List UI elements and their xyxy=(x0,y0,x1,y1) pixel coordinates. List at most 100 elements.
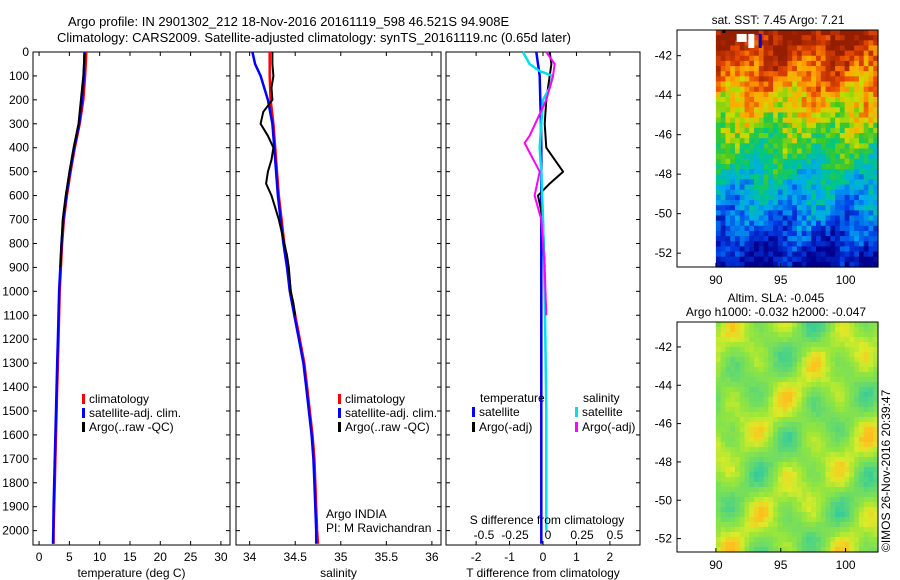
sst_map-cell xyxy=(782,179,789,186)
sla_map-cell xyxy=(806,547,812,553)
sst_map-cell xyxy=(763,215,769,222)
sla_map-cell xyxy=(758,467,765,473)
sst_map-cell xyxy=(835,241,841,247)
sst_map-cell xyxy=(768,174,774,181)
sla_map-cell xyxy=(730,492,736,498)
sla_map-ytick-label: -52 xyxy=(655,532,673,546)
sla_map-cell xyxy=(777,442,784,448)
sla_map-cell xyxy=(835,512,841,518)
sla_map-cell xyxy=(758,432,765,438)
sla_map-cell xyxy=(730,382,736,388)
sla_map-cell xyxy=(730,507,736,513)
sla_map-cell xyxy=(734,547,741,553)
sst_map-cell xyxy=(725,50,731,57)
sla_map-cell xyxy=(773,482,779,488)
sla_map-cell xyxy=(801,382,808,388)
sst_map-cell xyxy=(758,210,765,217)
sla_map-cell xyxy=(873,457,879,463)
sla_map-cell xyxy=(720,347,727,353)
sla_map-cell xyxy=(820,477,827,483)
sst_map-cell xyxy=(796,163,803,170)
sst_map-cell xyxy=(739,169,746,175)
sst_map-cell xyxy=(763,133,769,139)
sst_map-cell xyxy=(730,236,736,242)
sst_map-cell xyxy=(873,256,879,263)
sst_map-cell xyxy=(811,40,817,47)
sla_map-cell xyxy=(811,492,817,498)
sla_map-cell xyxy=(844,502,850,508)
sla_map-cell xyxy=(763,392,769,398)
sla_map-cell xyxy=(758,497,765,503)
sla_map-cell xyxy=(816,342,822,348)
sla_map-cell xyxy=(758,412,765,418)
sla_map-cell xyxy=(734,522,741,528)
sla_map-cell xyxy=(801,347,808,353)
sst_map-cell xyxy=(830,210,836,217)
sst_map-cell xyxy=(835,55,841,62)
sla_map-cell xyxy=(868,342,874,348)
sst_map-cell xyxy=(782,194,789,201)
sst_map-cell xyxy=(749,200,755,206)
sst_map-cell xyxy=(773,122,779,129)
sla_map-cell xyxy=(739,422,746,428)
sst_map-cell xyxy=(796,60,803,67)
sla_map-cell xyxy=(801,417,808,423)
sla_map-cell xyxy=(830,522,836,528)
sst_map-cell xyxy=(725,91,731,98)
sst_map-ytick-label: -50 xyxy=(655,207,673,221)
sst_map-cell xyxy=(854,241,860,247)
sla_map-cell xyxy=(763,427,769,433)
sla_map-cell xyxy=(816,437,822,443)
temperature-xtick-label: 0 xyxy=(36,550,43,564)
sst_map-cell xyxy=(806,256,812,263)
sst_map-cell xyxy=(744,71,750,77)
sst_map-cell xyxy=(787,256,793,263)
sst_map-cell xyxy=(858,256,865,263)
sst_map-cell xyxy=(796,174,803,181)
sst_map-cell xyxy=(825,143,831,150)
sla_map-cell xyxy=(830,457,836,463)
sla_map-cell xyxy=(825,507,831,513)
sst_map-cell xyxy=(830,102,836,108)
sst_map-cell xyxy=(830,251,836,258)
sst_map-cell xyxy=(730,122,736,129)
diff-top-tick-label: -0.5 xyxy=(474,528,495,542)
sla_map-cell xyxy=(773,347,779,353)
sla_map-cell xyxy=(796,337,803,343)
sla_map-cell xyxy=(868,402,874,408)
sla_map-cell xyxy=(758,417,765,423)
sst_map-cell xyxy=(754,246,760,253)
sla_map-cell xyxy=(801,327,808,333)
sla_map-cell xyxy=(777,497,784,503)
sla_map-cell xyxy=(806,422,812,428)
sst_map-cell xyxy=(734,184,741,191)
sst_map-cell xyxy=(863,81,870,88)
sla_map-cell xyxy=(801,522,808,528)
sst_map-cell xyxy=(768,189,774,196)
sst_map-cell xyxy=(839,66,846,72)
sla_map-cell xyxy=(792,522,798,528)
sst_map-cell xyxy=(796,143,803,150)
sla_map-cell xyxy=(720,462,727,468)
sst_map-cell xyxy=(839,256,846,263)
sst_map-cell xyxy=(787,112,793,119)
sla_map-cell xyxy=(849,532,855,538)
sla_map-cell xyxy=(830,347,836,353)
sst_map-cell xyxy=(806,76,812,83)
sla_map-cell xyxy=(796,387,803,393)
sst_map-cell xyxy=(730,81,736,88)
sla_map-cell xyxy=(773,392,779,398)
sla_map-cell xyxy=(777,347,784,353)
sla_map-cell xyxy=(768,382,774,388)
sla_map-cell xyxy=(754,407,760,413)
sla_map-cell xyxy=(754,462,760,468)
sla_map-cell xyxy=(839,462,846,468)
sst_map-cell xyxy=(782,256,789,263)
sst_map-cell xyxy=(873,261,879,268)
sla_map-cell xyxy=(858,337,865,343)
sst_map-cell xyxy=(725,230,731,237)
sla_map-cell xyxy=(773,512,779,518)
sla_map-cell xyxy=(782,392,789,398)
sst_map-cell xyxy=(858,230,865,237)
sla_map-cell xyxy=(763,452,769,458)
